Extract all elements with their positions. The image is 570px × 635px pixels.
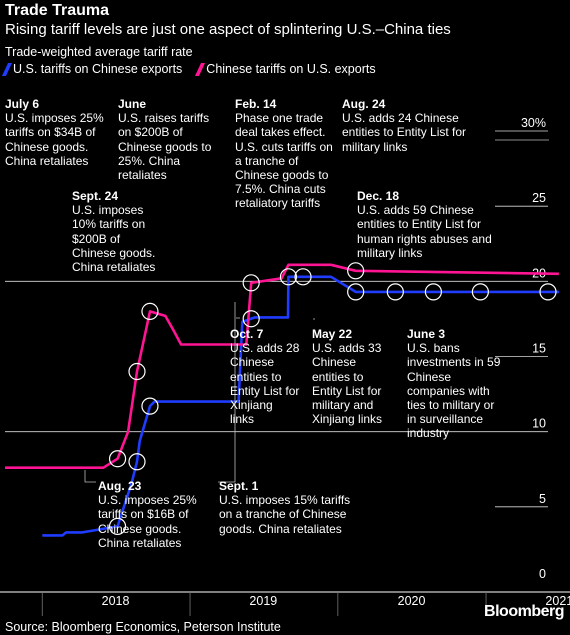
annotation-oct7: Oct. 7 U.S. adds 28 Chinese entities to … (230, 327, 300, 426)
annotation-may22-text: U.S. adds 33 Chinese entities to Entity … (312, 341, 383, 427)
bloomberg-logo: Bloomberg (484, 603, 564, 620)
x-tick-label-2021: 2021 (545, 594, 570, 608)
annotation-feb14: Feb. 14 Phase one trade deal takes effec… (235, 97, 335, 211)
annotation-sep1: Sept. 1 U.S. imposes 15% tariffs on a tr… (219, 479, 354, 536)
event-marker-13 (424, 283, 443, 301)
annotation-sep24-title: Sept. 24 (72, 189, 119, 203)
x-tick-label-2019: 2019 (249, 594, 277, 608)
event-marker-6 (242, 274, 260, 292)
event-marker-10 (347, 262, 365, 280)
annotation-jun3-title: June 3 (407, 327, 446, 341)
y-tick-label-5: 5 (539, 492, 546, 506)
y-tick-label-10: 10 (532, 417, 546, 431)
annotation-jul6-title: July 6 (5, 97, 40, 111)
annotation-oct7-title: Oct. 7 (230, 327, 264, 341)
annotation-dec18-text: U.S. adds 59 Chinese entities to Entity … (357, 203, 492, 260)
event-marker-3 (128, 362, 146, 381)
source-note: Source: Bloomberg Economics, Peterson In… (5, 620, 281, 634)
series-line-us (42, 275, 559, 537)
annotation-jul6-text: U.S. imposes 25% tariffs on $34B of Chin… (5, 111, 104, 168)
annotation-sep1-title: Sept. 1 (219, 479, 259, 493)
event-marker-2 (128, 453, 146, 471)
annotation-aug24-title: Aug. 24 (342, 97, 386, 111)
annotation-june-title: June (118, 97, 147, 111)
annotation-june-text: U.S. raises tariffs on $200B of Chinese … (118, 111, 212, 183)
annotation-sep24: Sept. 24 U.S. imposes 10% tariffs on $20… (72, 189, 157, 274)
annotation-aug24-text: U.S. adds 24 Chinese entities to Entity … (342, 111, 467, 154)
chart-title: Trade Trauma (5, 2, 110, 19)
annotation-jul6: July 6 U.S. imposes 25% tariffs on $34B … (5, 97, 110, 168)
annotation-aug23-text: U.S. imposes 25% tariffs on $16B of Chin… (98, 493, 197, 550)
legend-item-us: U.S. tariffs on Chinese exports (1, 62, 183, 76)
series-line-china (5, 263, 559, 469)
annotation-june: June U.S. raises tariffs on $200B of Chi… (118, 97, 223, 182)
annotation-feb14-title: Feb. 14 (235, 97, 277, 111)
event-marker-9 (294, 268, 312, 286)
event-marker-12 (386, 283, 404, 301)
annotation-aug23: Aug. 23 U.S. imposes 25% tariffs on $16B… (98, 479, 213, 550)
legend-label-us: U.S. tariffs on Chinese exports (13, 62, 183, 76)
annotation-aug23-title: Aug. 23 (98, 479, 142, 493)
event-marker-11 (347, 283, 365, 301)
y-tick-label-25: 25 (532, 191, 546, 205)
y-tick-label-15: 15 (532, 342, 546, 356)
annotation-aug24: Aug. 24 U.S. adds 24 Chinese entities to… (342, 97, 472, 154)
event-marker-8 (279, 268, 298, 286)
annotation-may22-title: May 22 (312, 327, 353, 341)
event-marker-15 (539, 283, 557, 301)
event-marker-14 (471, 283, 489, 301)
annotation-jun3-text: U.S. bans investments in 59 Chinese comp… (407, 341, 501, 441)
event-marker-7 (242, 310, 260, 328)
event-marker-5 (141, 302, 159, 320)
annotation-sep1-text: U.S. imposes 15% tariffs on a tranche of… (219, 493, 351, 536)
chart-subtitle: Rising tariff levels are just one aspect… (5, 21, 451, 38)
annotation-jun3: June 3 U.S. bans investments in 59 Chine… (407, 327, 502, 441)
leader-line-1 (218, 302, 236, 483)
y-tick-label-0: 0 (539, 567, 546, 581)
x-tick-label-2020: 2020 (398, 594, 426, 608)
annotation-feb14-text: Phase one trade deal takes effect. U.S. … (235, 111, 333, 211)
event-marker-1 (108, 450, 127, 468)
event-marker-4 (141, 397, 159, 415)
legend-label-china: Chinese tariffs on U.S. exports (206, 62, 376, 76)
x-tick-label-2018: 2018 (102, 594, 130, 608)
annotation-dec18-title: Dec. 18 (357, 189, 400, 203)
annotation-dec18: Dec. 18 U.S. adds 59 Chinese entities to… (357, 189, 499, 260)
y-tick-label-30: 30% (521, 116, 546, 130)
y-axis-label: Trade-weighted average tariff rate (5, 45, 193, 59)
annotation-sep24-text: U.S. imposes 10% tariffs on $200B of Chi… (72, 203, 156, 275)
event-marker-0 (108, 517, 127, 535)
annotation-oct7-text: U.S. adds 28 Chinese entities to Entity … (230, 341, 300, 427)
legend-item-china: Chinese tariffs on U.S. exports (195, 62, 376, 76)
annotation-may22: May 22 U.S. adds 33 Chinese entities to … (312, 327, 394, 426)
legend: U.S. tariffs on Chinese exports Chinese … (1, 62, 376, 76)
leader-line-0 (84, 470, 96, 483)
